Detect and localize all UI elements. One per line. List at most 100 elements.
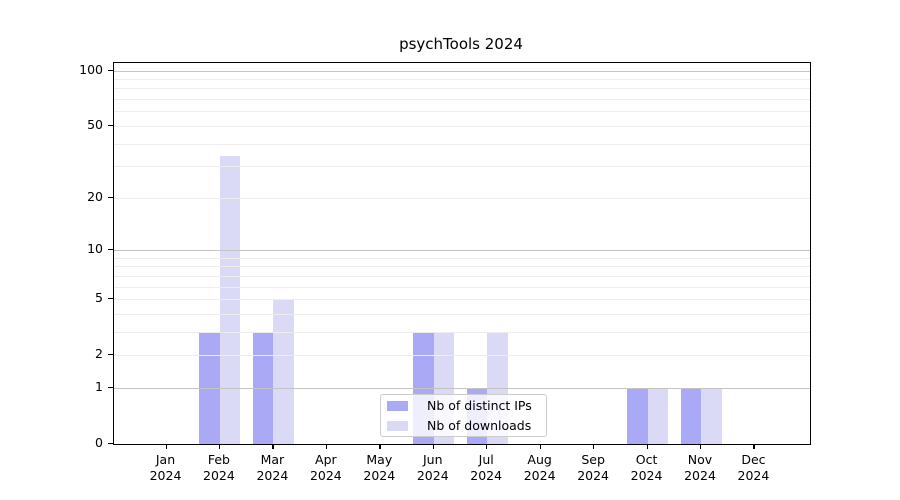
x-tick-month: Apr	[315, 452, 337, 467]
x-tick-mark	[218, 444, 221, 449]
x-tick-mark	[700, 444, 702, 449]
x-tick-month: Mar	[260, 452, 285, 467]
y-tick-label: 50	[87, 116, 103, 132]
x-tick-mark	[379, 444, 381, 449]
major-gridline	[114, 70, 810, 72]
x-tick-year: 2024	[309, 468, 342, 483]
bar-downloads	[647, 387, 669, 444]
major-gridline	[114, 387, 810, 389]
x-tick-year: 2024	[203, 468, 235, 483]
minor-gridline	[114, 88, 810, 90]
minor-gridline	[114, 143, 810, 145]
bar-downloads	[701, 387, 722, 444]
minor-gridline	[114, 331, 810, 333]
bar-downloads	[273, 299, 294, 444]
x-tick-mark	[165, 444, 167, 449]
y-tick-mark	[108, 298, 113, 300]
x-tick-mark	[539, 444, 541, 449]
minor-gridline	[114, 286, 810, 288]
x-tick-mark	[593, 444, 595, 449]
bar-distinct-ips	[680, 387, 701, 444]
minor-gridline	[114, 299, 810, 301]
legend-swatch-downloads	[387, 420, 408, 431]
minor-gridline	[114, 257, 810, 259]
minor-gridline	[114, 355, 810, 357]
x-tick-mark	[486, 444, 488, 449]
x-tick-month: Nov	[687, 452, 713, 467]
y-tick-mark	[108, 69, 113, 71]
x-tick-month: Aug	[527, 452, 552, 467]
x-tick-month: Jan	[155, 452, 176, 467]
y-tick-label: 10	[87, 241, 103, 256]
minor-gridline	[114, 166, 810, 168]
legend-item-distinct-ips: Nb of distinct IPs	[387, 397, 546, 415]
x-tick-year: 2024	[523, 468, 556, 483]
minor-gridline	[114, 79, 810, 81]
legend: Nb of distinct IPs Nb of downloads	[380, 394, 547, 437]
minor-gridline	[114, 125, 810, 127]
x-tick-year: 2024	[470, 468, 503, 483]
x-tick-label: Mar 2024	[240, 452, 304, 484]
x-tick-label: Feb 2024	[187, 452, 251, 484]
x-tick-mark	[272, 444, 274, 449]
y-tick-mark	[108, 354, 113, 356]
x-tick-label: Aug 2024	[508, 452, 572, 484]
legend-label-distinct-ips: Nb of distinct IPs	[427, 398, 532, 413]
y-tick-mark	[108, 386, 113, 389]
x-tick-month: Feb	[207, 452, 230, 467]
x-tick-label: Jul 2024	[454, 452, 518, 484]
x-tick-year: 2024	[256, 468, 289, 483]
x-tick-year: 2024	[630, 468, 663, 483]
legend-item-downloads: Nb of downloads	[387, 417, 546, 435]
y-tick-mark	[108, 249, 113, 251]
y-tick-mark	[108, 196, 113, 198]
x-tick-label: Oct 2024	[615, 452, 679, 484]
y-tick-label: 100	[79, 61, 103, 77]
major-gridline	[114, 250, 810, 251]
legend-label-downloads: Nb of downloads	[427, 418, 532, 433]
x-tick-month: Jul	[478, 452, 494, 467]
chart-title: psychTools 2024	[399, 35, 523, 53]
x-tick-label: May 2024	[347, 452, 411, 484]
minor-gridline	[114, 266, 810, 268]
x-tick-year: 2024	[363, 468, 396, 483]
y-tick-mark	[108, 443, 113, 445]
minor-gridline	[114, 111, 810, 113]
plot-area: Nb of distinct IPs Nb of downloads	[113, 62, 811, 445]
x-tick-mark	[646, 444, 648, 449]
x-tick-month: Jun	[422, 452, 443, 467]
x-tick-label: Nov 2024	[668, 452, 732, 484]
x-tick-label: Jan 2024	[134, 452, 198, 484]
bar-downloads	[219, 156, 241, 444]
x-tick-label: Dec 2024	[721, 452, 785, 484]
bar-distinct-ips	[252, 331, 274, 444]
x-tick-label: Jun 2024	[401, 452, 465, 484]
y-tick-label: 5	[95, 290, 103, 306]
minor-gridline	[114, 275, 810, 277]
x-tick-mark	[753, 444, 755, 449]
x-tick-year: 2024	[416, 468, 449, 483]
x-tick-month: May	[366, 452, 393, 467]
x-tick-month: Oct	[635, 452, 658, 467]
x-tick-month: Sep	[581, 452, 605, 467]
minor-gridline	[114, 313, 810, 315]
y-tick-label: 1	[95, 378, 103, 394]
x-tick-year: 2024	[577, 468, 609, 483]
x-tick-year: 2024	[149, 468, 182, 483]
x-tick-mark	[432, 444, 435, 449]
x-tick-year: 2024	[737, 468, 770, 483]
y-tick-mark	[108, 124, 113, 127]
x-tick-mark	[325, 444, 328, 449]
x-tick-month: Dec	[741, 452, 766, 467]
y-tick-label: 2	[95, 346, 103, 362]
x-tick-label: Sep 2024	[561, 452, 625, 484]
bar-distinct-ips	[199, 331, 220, 444]
minor-gridline	[114, 197, 810, 199]
bar-distinct-ips	[627, 387, 648, 444]
legend-swatch-distinct-ips	[387, 400, 408, 411]
y-tick-label: 0	[95, 435, 103, 450]
minor-gridline	[114, 99, 810, 101]
x-tick-year: 2024	[684, 468, 716, 483]
x-tick-label: Apr 2024	[294, 452, 358, 484]
